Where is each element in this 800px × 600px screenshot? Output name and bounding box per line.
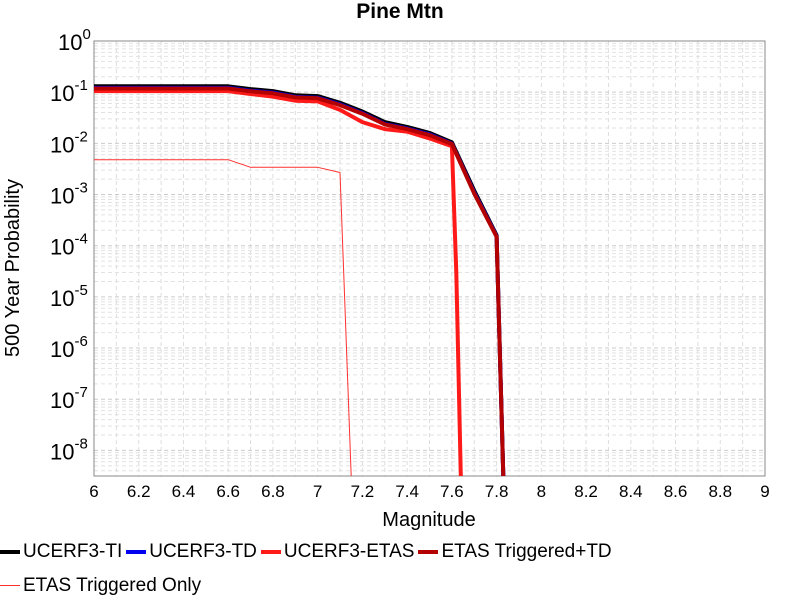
legend-swatch bbox=[0, 585, 20, 586]
x-tick-label: 7.2 bbox=[351, 482, 375, 501]
x-tick-label: 6.8 bbox=[261, 482, 285, 501]
series-line-ucerf3-etas bbox=[94, 89, 463, 477]
x-tick-label: 7.8 bbox=[485, 482, 509, 501]
legend-label: ETAS Triggered Only bbox=[23, 574, 202, 596]
legend-swatch bbox=[260, 550, 281, 554]
y-tick-label: 10-7 bbox=[50, 384, 88, 413]
y-axis-label: 500 Year Probability bbox=[2, 179, 24, 357]
y-tick-label: 10-6 bbox=[50, 333, 88, 362]
series-line-etas-triggered-td bbox=[94, 86, 506, 477]
y-tick-label: 10-8 bbox=[50, 435, 88, 464]
series-line-etas-triggered-only bbox=[94, 159, 352, 477]
legend-label: UCERF3-TI bbox=[23, 541, 123, 562]
legend-item: ETAS Triggered+TD bbox=[418, 541, 612, 563]
legend: UCERF3-TI UCERF3-TD UCERF3-ETAS ETAS Trigge… bbox=[0, 538, 616, 563]
x-tick-label: 7.4 bbox=[395, 482, 419, 501]
x-tick-label: 8.2 bbox=[574, 482, 598, 501]
legend-item: ETAS Triggered Only bbox=[0, 575, 201, 597]
legend-label: UCERF3-ETAS bbox=[283, 541, 415, 562]
x-axis-ticks: 6 6.2 6.4 6.6 6.8 7 7.2 7.4 7.6 7.8 8 8.2 8.4 8.6 8.8 9 bbox=[89, 482, 769, 501]
y-axis-ticks: 100 10-1 10-2 10-3 10-4 10-5 10-6 10-7 10-8 bbox=[50, 26, 91, 464]
x-tick-label: 6.6 bbox=[216, 482, 240, 501]
chart-title: Pine Mtn bbox=[356, 0, 444, 23]
x-tick-label: 7.6 bbox=[440, 482, 464, 501]
x-tick-label: 8.8 bbox=[708, 482, 732, 501]
x-tick-label: 9 bbox=[760, 482, 769, 501]
legend-item: UCERF3-ETAS bbox=[260, 541, 415, 563]
y-tick-label: 10-3 bbox=[50, 180, 88, 209]
x-tick-label: 8.4 bbox=[619, 482, 643, 501]
legend-item: UCERF3-TI bbox=[0, 541, 122, 563]
legend-swatch bbox=[126, 550, 147, 554]
legend-label: UCERF3-TD bbox=[149, 541, 257, 562]
legend-label: ETAS Triggered+TD bbox=[441, 541, 612, 562]
y-tick-label: 10-4 bbox=[50, 231, 88, 260]
x-tick-label: 6.4 bbox=[172, 482, 196, 501]
legend-swatch bbox=[0, 550, 20, 554]
y-tick-label: 10-5 bbox=[50, 282, 88, 311]
x-tick-label: 7 bbox=[313, 482, 322, 501]
x-tick-label: 8.6 bbox=[664, 482, 688, 501]
y-tick-label: 100 bbox=[58, 26, 91, 55]
y-tick-label: 10-1 bbox=[50, 77, 88, 106]
plot-area-border bbox=[93, 40, 766, 477]
legend-swatch bbox=[418, 550, 439, 554]
x-tick-label: 8 bbox=[537, 482, 546, 501]
x-tick-label: 6 bbox=[89, 482, 98, 501]
x-tick-label: 6.2 bbox=[127, 482, 151, 501]
series-layer bbox=[94, 84, 506, 477]
x-axis-label: Magnitude bbox=[382, 509, 475, 531]
y-tick-label: 10-2 bbox=[50, 128, 88, 157]
legend-continued: ETAS Triggered Only bbox=[0, 570, 205, 597]
legend-item: UCERF3-TD bbox=[126, 541, 257, 563]
grid bbox=[93, 41, 766, 476]
